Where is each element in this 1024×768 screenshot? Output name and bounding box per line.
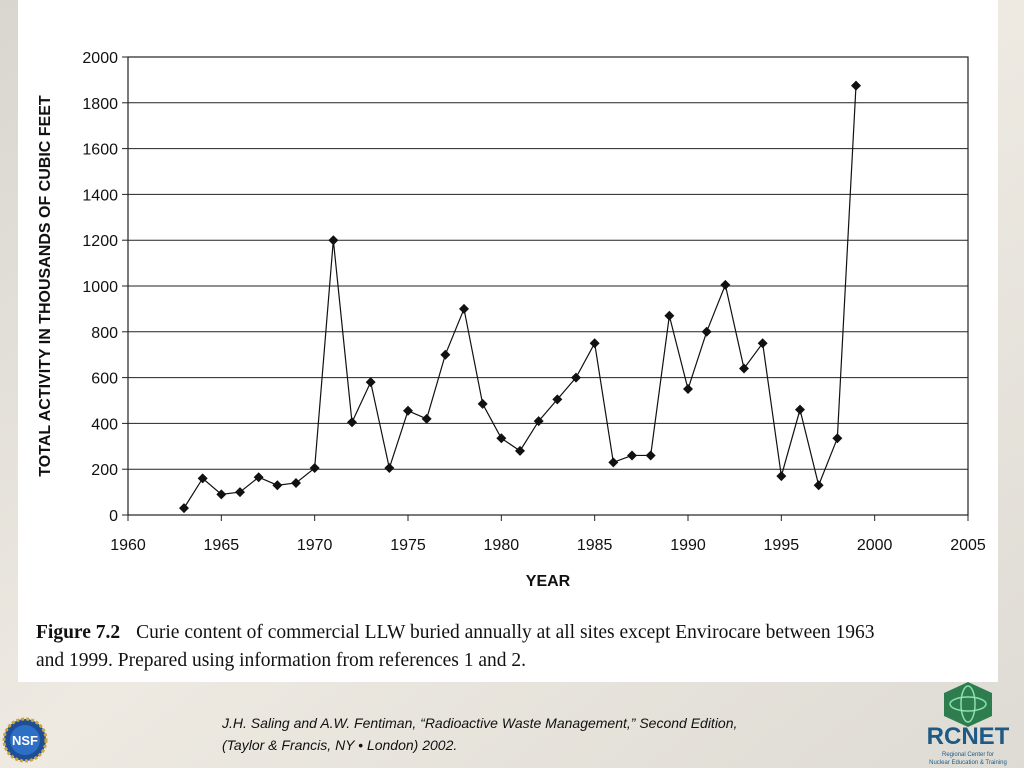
x-tick-label: 1985	[577, 537, 613, 554]
citation-line: J.H. Saling and A.W. Fentiman, “Radioact…	[221, 715, 737, 731]
citation-line: (Taylor & Francis, NY • London) 2002.	[222, 737, 457, 753]
data-point	[291, 477, 301, 488]
caption: Figure 7.2 Curie content of commercial LL…	[36, 622, 875, 643]
data-point	[795, 404, 805, 415]
data-point	[720, 279, 731, 290]
nsf-logo: NSF	[2, 717, 48, 763]
y-tick-label: 1600	[82, 142, 118, 159]
data-point	[571, 372, 581, 383]
data-point	[739, 363, 749, 374]
data-point	[496, 433, 507, 444]
data-point	[309, 463, 320, 474]
data-point	[440, 349, 451, 360]
caption-label: Figure 7.2	[36, 622, 120, 643]
data-point	[533, 416, 544, 427]
data-point	[589, 338, 600, 349]
data-point	[365, 377, 376, 388]
data-point	[515, 445, 525, 456]
x-axis-title: YEAR	[526, 573, 571, 590]
y-tick-label: 1800	[82, 96, 118, 113]
data-point	[235, 487, 245, 498]
logo-subtitle: Nuclear Education & Training	[929, 760, 1007, 766]
data-point	[683, 384, 693, 395]
y-tick-label: 800	[91, 325, 118, 342]
x-tick-label: 2000	[857, 537, 893, 554]
x-tick-label: 2005	[950, 537, 986, 554]
logo-hex	[944, 682, 992, 727]
logo-disc	[10, 725, 40, 755]
x-tick-label: 1965	[204, 537, 240, 554]
data-point	[813, 480, 824, 491]
y-tick-label: 1200	[82, 233, 118, 250]
data-point	[645, 450, 656, 461]
y-tick-label: 200	[91, 462, 118, 479]
logo-text: NSF	[12, 733, 38, 748]
logo-subtitle: Regional Center for	[942, 752, 994, 758]
data-point	[347, 417, 357, 428]
caption-line: and 1999. Prepared using information fro…	[36, 650, 526, 671]
x-tick-label: 1975	[390, 537, 426, 554]
y-tick-label: 600	[91, 371, 118, 388]
data-point	[776, 471, 787, 482]
data-point	[384, 463, 395, 474]
x-tick-label: 1980	[484, 537, 520, 554]
x-tick-label: 1960	[110, 537, 146, 554]
data-point	[272, 480, 283, 491]
data-point	[851, 80, 861, 91]
data-point	[216, 489, 227, 500]
data-point	[477, 398, 488, 409]
logo-text: RCNET	[927, 723, 1010, 750]
caption-line: Curie content of commercial LLW buried a…	[136, 622, 874, 643]
y-tick-label: 1400	[82, 187, 118, 204]
x-tick-label: 1990	[670, 537, 706, 554]
x-tick-label: 1970	[297, 537, 333, 554]
data-point	[627, 450, 637, 461]
y-axis-title: TOTAL ACTIVITY IN THOUSANDS OF CUBIC FEE…	[37, 95, 54, 477]
figure-card	[18, 0, 998, 682]
data-point	[403, 405, 413, 416]
logo-orbit	[960, 685, 976, 723]
data-point	[328, 235, 339, 246]
data-point	[552, 394, 563, 405]
y-tick-label: 1000	[82, 279, 118, 296]
data-point	[459, 303, 469, 314]
data-point	[253, 472, 264, 483]
x-tick-label: 1995	[764, 537, 800, 554]
rcnet-logo: RCNET Regional Center for Nuclear Educat…	[927, 682, 1010, 766]
data-point	[197, 473, 208, 484]
y-tick-label: 2000	[82, 50, 118, 67]
y-tick-label: 400	[91, 416, 118, 433]
y-tick-label: 0	[109, 508, 118, 525]
logo-orbit	[949, 696, 987, 712]
data-point	[832, 433, 843, 444]
data-point	[608, 457, 619, 468]
data-point	[179, 503, 189, 514]
data-point	[757, 338, 768, 349]
data-point	[664, 310, 675, 321]
data-point	[421, 413, 432, 424]
data-point	[701, 326, 712, 337]
